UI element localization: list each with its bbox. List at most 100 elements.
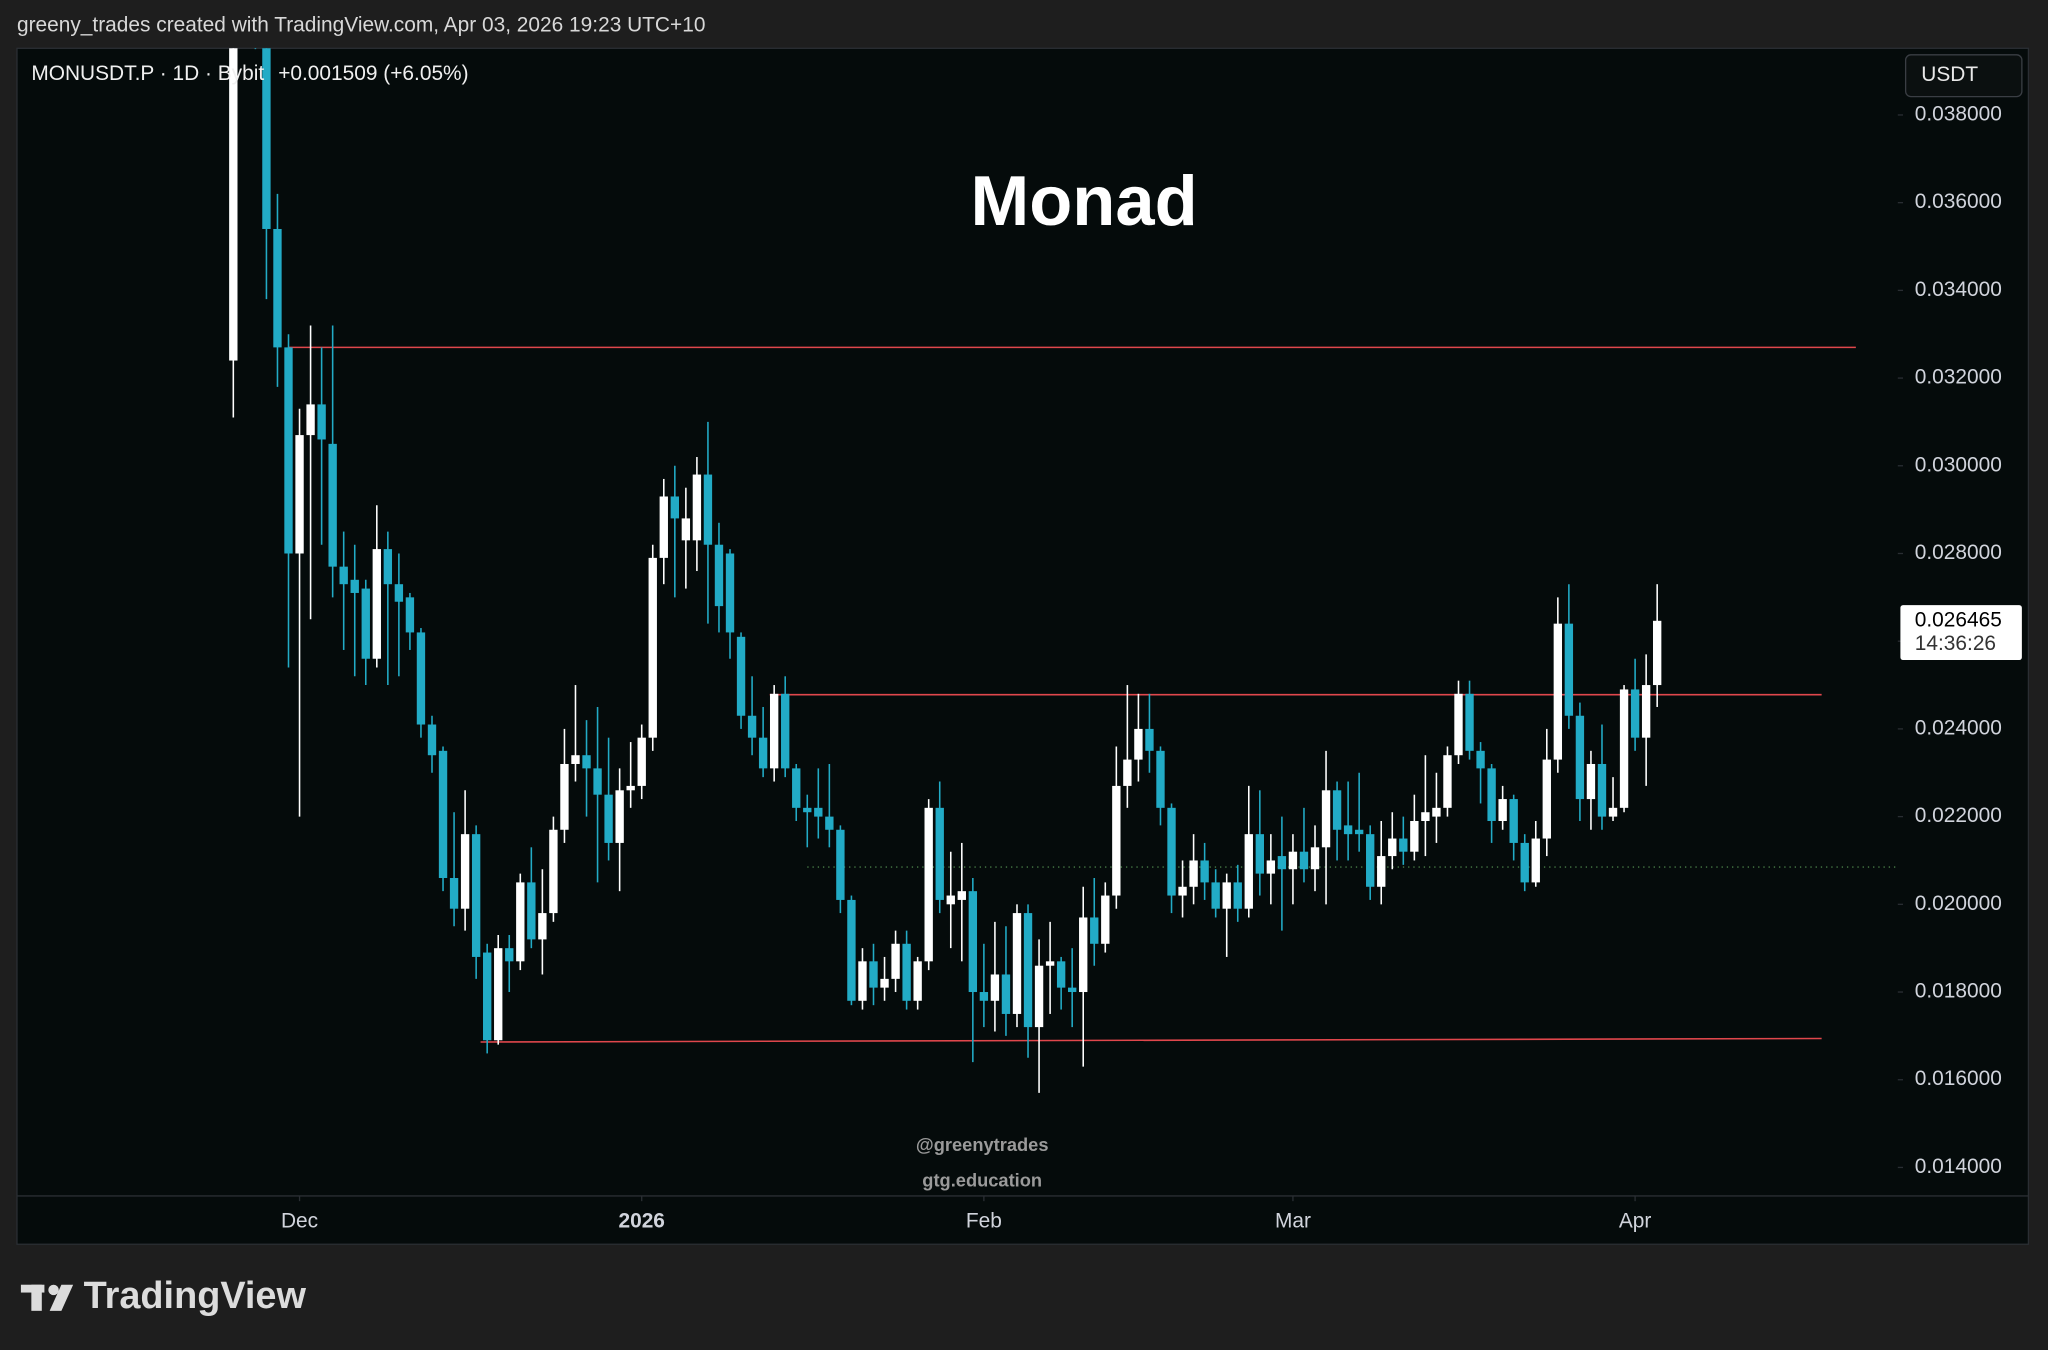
candle-body	[781, 693, 790, 769]
plot-area	[229, 48, 1898, 1093]
candle-body	[1641, 685, 1651, 738]
candle-body	[1233, 882, 1242, 909]
candle-body	[339, 566, 348, 585]
candle-body	[1366, 834, 1375, 887]
candle-body	[471, 834, 481, 957]
candle-body	[1090, 917, 1099, 944]
y-tick-label: 0.016000	[1915, 1067, 2002, 1090]
candle-body	[394, 584, 404, 602]
candle-body	[1421, 812, 1430, 821]
candle-body	[1200, 860, 1209, 883]
currency-button[interactable]	[1904, 54, 2023, 98]
candle-body	[935, 807, 944, 900]
candle-body	[1045, 961, 1055, 966]
candle-body	[1410, 820, 1419, 852]
candle-body	[1619, 689, 1629, 808]
candle-body	[1652, 620, 1662, 686]
candle-body	[1509, 799, 1518, 843]
candle-body	[1056, 961, 1066, 988]
y-tick-label: 0.018000	[1915, 980, 2002, 1003]
candle-body	[1399, 838, 1408, 852]
candle-body	[1156, 750, 1165, 808]
y-tick-label: 0.032000	[1915, 366, 2002, 389]
change: +0.001509 (+6.05%)	[278, 62, 468, 85]
candle-body	[1520, 842, 1529, 883]
candle-body	[1498, 799, 1507, 821]
candle-body	[670, 496, 680, 519]
candle-body	[593, 768, 602, 795]
y-tick-label: 0.020000	[1915, 892, 2002, 915]
candle-body	[317, 404, 326, 440]
y-tick-label: 0.034000	[1915, 278, 2002, 301]
candle-body	[615, 790, 624, 843]
candle-body	[295, 435, 304, 554]
candle-body	[229, 48, 238, 361]
candle-body	[328, 443, 337, 567]
candle-body	[626, 785, 635, 791]
candle-body	[891, 943, 900, 979]
candle-body	[725, 553, 735, 633]
candle-body	[1244, 834, 1253, 909]
candle-body	[460, 834, 470, 909]
candle-body	[1211, 882, 1220, 909]
x-tick-label: Feb	[966, 1210, 1002, 1233]
header: greeny_trades created with TradingView.c…	[17, 14, 705, 37]
candle-body	[383, 549, 393, 585]
candle-body	[1476, 750, 1485, 769]
candle-body	[1101, 895, 1110, 944]
candle-body	[758, 737, 768, 769]
chart-panel	[16, 47, 2030, 1245]
candle-body	[902, 943, 911, 1001]
candle-body	[1034, 965, 1044, 1028]
x-tick-label: Apr	[1619, 1210, 1652, 1233]
candle-body	[538, 913, 547, 940]
candle-body	[582, 755, 591, 769]
candle-body	[1531, 838, 1540, 883]
candle-body	[284, 347, 293, 554]
candle-body	[1465, 693, 1474, 751]
candle-body	[803, 807, 812, 813]
y-tick-label: 0.028000	[1915, 541, 2002, 564]
candle-body	[1001, 974, 1011, 1014]
candle-body	[648, 557, 657, 738]
candle-body	[1299, 851, 1309, 870]
candle-body	[494, 948, 503, 1041]
candle-body	[1542, 759, 1551, 839]
candle-body	[957, 891, 966, 900]
candle-body	[1145, 728, 1154, 751]
candle-body	[273, 228, 282, 348]
candle-body	[1321, 790, 1331, 848]
candle-body	[913, 961, 922, 1001]
y-tick-label: 0.038000	[1915, 102, 2002, 125]
chart-title: Monad	[970, 161, 1197, 240]
candle-body	[1067, 987, 1077, 993]
candle-body	[571, 755, 580, 764]
candle-body	[1575, 715, 1585, 800]
candle-body	[1597, 763, 1607, 817]
candle-body	[703, 474, 713, 545]
candle-body	[1332, 790, 1342, 830]
candle-body	[361, 588, 370, 659]
candle-body	[968, 891, 978, 993]
y-tick-label: 0.036000	[1915, 190, 2002, 213]
candle-body	[1134, 728, 1143, 760]
candle-body	[350, 579, 359, 593]
candle-body	[405, 597, 415, 633]
candle-body	[1310, 847, 1320, 870]
y-tick-label: 0.030000	[1915, 453, 2002, 476]
logo-text: TradingView	[84, 1275, 307, 1317]
candle-body	[836, 829, 845, 900]
candle-body	[1266, 860, 1276, 874]
candle-body	[516, 882, 525, 962]
candle-body	[1608, 807, 1618, 817]
overlay: 0.014000 0.016000 0.018000 0.020000 0.022000…	[281, 102, 2022, 1233]
candle-body	[1079, 917, 1088, 993]
x-tick-label: 2026	[618, 1210, 664, 1233]
candle-body	[990, 974, 1000, 1001]
candle-body	[427, 724, 437, 756]
y-tick-label: 0.024000	[1915, 716, 2002, 739]
candle-body	[527, 882, 536, 940]
candle-body	[1564, 623, 1574, 716]
candle-body	[1553, 623, 1563, 760]
candle-body	[1343, 825, 1353, 835]
